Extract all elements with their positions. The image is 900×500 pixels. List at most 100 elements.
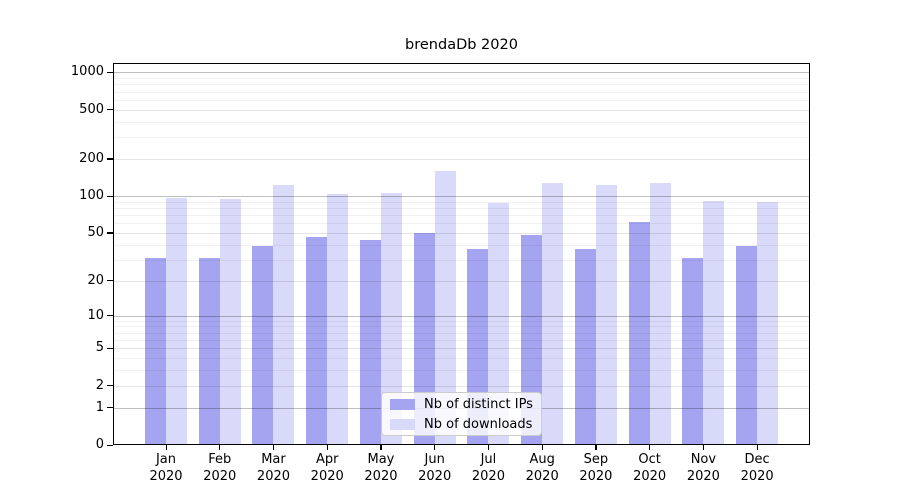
y-tick-label: 1	[95, 399, 104, 415]
y-tick-label: 100	[79, 188, 104, 204]
y-tick-label: 0	[95, 437, 104, 452]
x-tick-label: Aug 2020	[525, 452, 559, 484]
y-tick-label: 500	[79, 101, 104, 117]
x-tick	[326, 445, 328, 450]
bar-distinct-ips-mar	[252, 246, 274, 445]
x-tick-label: Apr 2020	[310, 452, 344, 484]
y-tick-label: 2	[95, 377, 104, 393]
bar-downloads-jan	[166, 197, 187, 445]
bar-distinct-ips-feb	[198, 258, 220, 445]
x-tick	[541, 445, 543, 450]
x-tick	[272, 445, 275, 450]
chart-title: brendaDb 2020	[405, 37, 518, 53]
x-tick	[756, 445, 758, 450]
bar-downloads-nov	[703, 201, 725, 445]
gridline-minor	[113, 223, 810, 225]
x-tick-label: Mar 2020	[256, 452, 291, 484]
x-tick-label: Dec 2020	[740, 452, 774, 484]
y-tick	[107, 232, 113, 234]
gridline-minor	[113, 78, 810, 80]
x-tick-label: May 2020	[364, 452, 398, 484]
y-tick	[107, 109, 113, 111]
y-tick	[107, 280, 113, 282]
x-tick	[487, 445, 490, 450]
y-tick	[107, 315, 113, 317]
bar-downloads-feb	[219, 198, 241, 445]
gridline-major	[113, 196, 810, 198]
legend-label-distinct-ips: Nb of distinct IPs	[424, 396, 533, 412]
bar-downloads-oct	[649, 183, 671, 445]
gridline-minor	[113, 326, 810, 328]
gridline	[113, 348, 810, 350]
legend-entry-distinct-ips: Nb of distinct IPs	[390, 397, 533, 412]
x-tick-label: Sep 2020	[579, 452, 613, 484]
grid-layer	[113, 63, 810, 445]
gridline-minor	[113, 137, 810, 139]
bar-downloads-apr	[327, 194, 349, 445]
gridline-minor	[113, 358, 810, 360]
x-tick-label: Feb 2020	[203, 452, 237, 484]
gridline-minor	[113, 201, 810, 203]
bar-downloads-jul	[488, 203, 510, 445]
x-tick	[434, 445, 436, 450]
gridline-minor	[113, 340, 810, 342]
x-tick	[649, 445, 651, 450]
y-tick	[107, 444, 113, 446]
gridline-major	[113, 315, 810, 317]
y-tick	[107, 407, 113, 409]
x-tick-label: Jul 2020	[471, 452, 505, 484]
x-tick	[702, 445, 705, 450]
bar-downloads-mar	[273, 184, 295, 445]
bar-downloads-aug	[542, 182, 564, 445]
gridline-minor	[113, 332, 810, 334]
gridline	[113, 280, 810, 282]
y-tick-label: 200	[79, 150, 104, 166]
y-tick-label: 5	[95, 340, 104, 356]
gridline	[113, 385, 810, 387]
bar-distinct-ips-dec	[736, 246, 758, 445]
x-tick-label: Jun 2020	[418, 452, 452, 484]
gridline-major	[113, 72, 810, 74]
y-tick-label: 50	[87, 224, 104, 240]
bar-distinct-ips-may	[359, 239, 381, 445]
x-tick-label: Oct 2020	[633, 452, 667, 484]
legend-entry-downloads: Nb of downloads	[390, 417, 533, 432]
y-tick	[107, 195, 113, 197]
gridline-minor	[113, 215, 810, 217]
legend-label-downloads: Nb of downloads	[424, 416, 533, 432]
bar-downloads-sep	[595, 184, 617, 445]
bar-distinct-ips-sep	[574, 248, 596, 445]
bar-downloads-dec	[757, 201, 779, 445]
gridline-minor	[113, 320, 810, 322]
gridline-minor	[113, 207, 810, 209]
x-tick	[165, 445, 167, 450]
gridline-minor	[113, 370, 810, 372]
x-tick	[380, 445, 382, 450]
bar-downloads-jun	[434, 170, 456, 445]
gridline-minor	[113, 91, 810, 93]
y-tick	[107, 158, 113, 160]
gridline	[113, 158, 810, 160]
bar-distinct-ips-jan	[145, 258, 166, 445]
x-tick	[595, 445, 597, 450]
y-tick-label: 20	[87, 272, 104, 288]
x-tick	[219, 445, 221, 450]
y-tick-label: 1000	[70, 64, 104, 80]
bar-distinct-ips-nov	[682, 258, 704, 445]
legend-swatch-downloads	[390, 418, 415, 430]
gridline-minor	[113, 244, 810, 246]
x-tick-label: Nov 2020	[686, 452, 720, 484]
bar-distinct-ips-apr	[306, 237, 328, 445]
y-tick	[107, 71, 113, 74]
gridline	[113, 232, 810, 234]
y-tick-label: 10	[87, 307, 104, 323]
gridline-minor	[113, 259, 810, 261]
y-tick	[107, 347, 113, 350]
bar-downloads-may	[380, 192, 402, 445]
x-tick-label: Jan 2020	[149, 452, 183, 484]
bar-distinct-ips-jun	[413, 232, 435, 445]
gridline-minor	[113, 121, 810, 123]
legend-swatch-distinct-ips	[390, 398, 415, 410]
gridline-minor	[113, 99, 810, 101]
